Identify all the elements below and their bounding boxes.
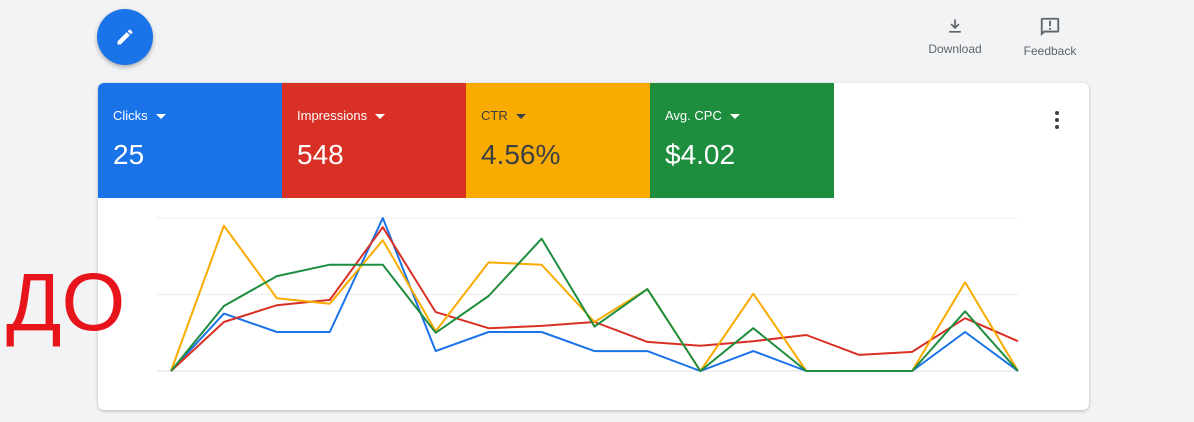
chart xyxy=(157,217,1019,372)
metric-label: Avg. CPC xyxy=(665,108,740,123)
metric-value: 4.56% xyxy=(481,139,561,170)
download-label: Download xyxy=(928,42,982,56)
feedback-label: Feedback xyxy=(1023,44,1077,58)
performance-card: Clicks 25 Impressions 548 CTR 4.56% Avg. CPC $4… xyxy=(98,83,1089,410)
metric-label: CTR xyxy=(481,108,526,123)
annotation: ДО xyxy=(6,257,126,348)
pencil-icon xyxy=(117,29,133,45)
metric-tile[interactable]: Avg. CPC $4.02 xyxy=(650,83,834,198)
edit-button[interactable] xyxy=(97,9,153,65)
feedback-button[interactable]: Feedback xyxy=(1010,16,1090,58)
metric-value: 25 xyxy=(113,139,145,170)
feedback-icon xyxy=(1040,17,1060,37)
metric-label: Impressions xyxy=(297,108,385,123)
metric-tile[interactable]: Clicks 25 xyxy=(98,83,282,198)
metric-value: 548 xyxy=(297,139,344,170)
more-menu[interactable] xyxy=(1053,110,1061,130)
series-line xyxy=(170,237,1019,372)
metric-tile[interactable]: CTR 4.56% xyxy=(466,83,650,198)
download-button[interactable]: Download xyxy=(915,16,995,56)
metric-tile[interactable]: Impressions 548 xyxy=(282,83,466,198)
metric-label: Clicks xyxy=(113,108,166,123)
series-line xyxy=(170,226,1019,372)
metric-value: $4.02 xyxy=(665,139,736,170)
download-icon xyxy=(949,19,961,33)
series-line xyxy=(170,224,1019,372)
